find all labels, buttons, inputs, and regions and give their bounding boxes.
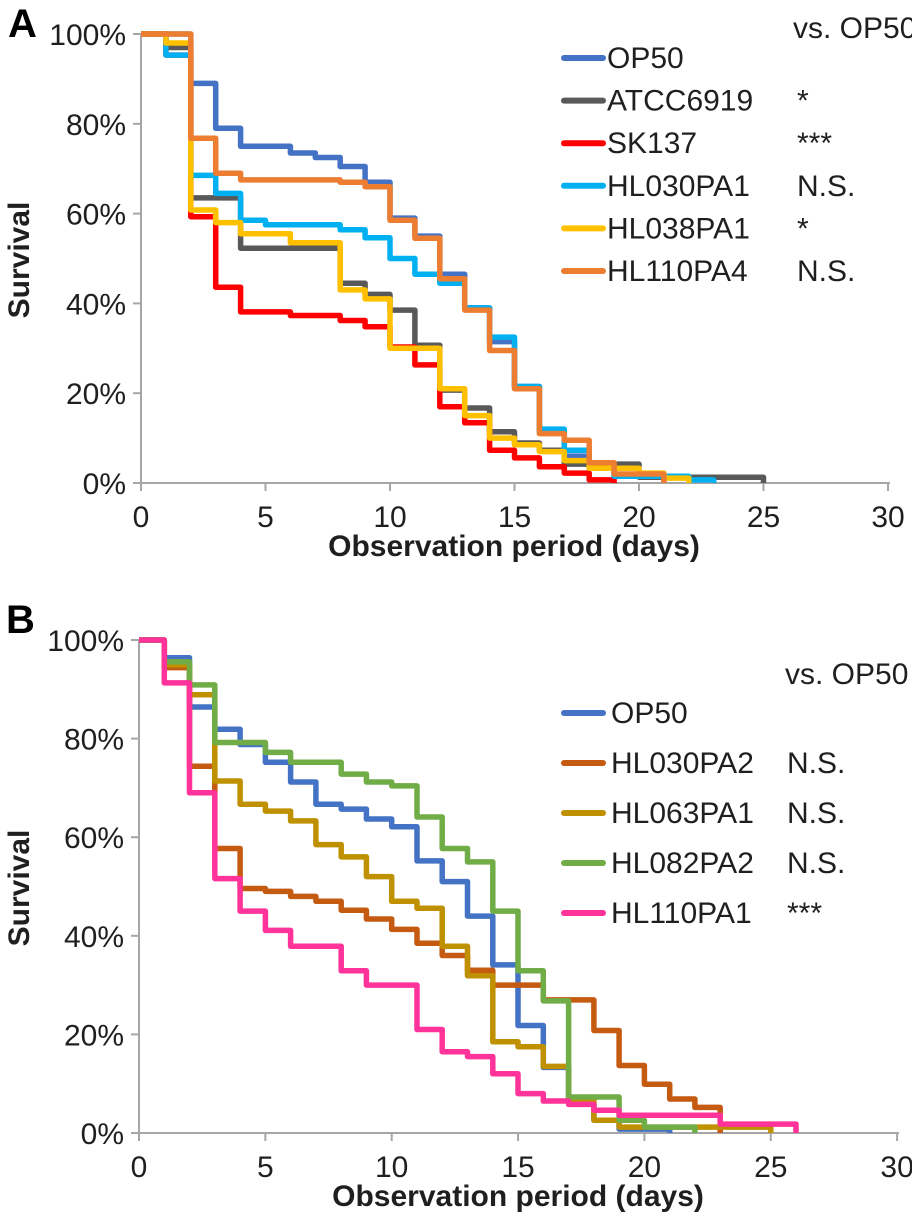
- significance-label: *: [797, 212, 809, 245]
- y-tick-label: 100%: [47, 625, 124, 658]
- survival-curve-hl110pa1: [139, 637, 799, 1133]
- legend-label: OP50: [611, 697, 688, 730]
- x-tick-label: 30: [880, 1151, 912, 1184]
- x-tick-label: 0: [133, 501, 150, 534]
- x-tick-label: 20: [622, 501, 655, 534]
- survival-curve-sk137: [141, 31, 617, 483]
- x-tick-label: 25: [754, 1151, 787, 1184]
- legend-label: HL082PA2: [611, 847, 754, 880]
- x-tick-label: 10: [375, 1151, 408, 1184]
- significance-label: N.S.: [787, 847, 845, 880]
- panel-b-letter: B: [6, 598, 35, 642]
- significance-label: N.S.: [797, 170, 855, 203]
- legend-label: HL038PA1: [607, 212, 750, 245]
- panel-a-y-axis-title: Survival: [3, 201, 36, 319]
- y-tick-label: 40%: [66, 288, 126, 321]
- y-tick-label: 40%: [64, 921, 124, 954]
- y-tick-label: 0%: [83, 468, 126, 501]
- legend-label: ATCC6919: [607, 85, 753, 118]
- panel-a-legend-header: vs. OP50: [793, 12, 912, 45]
- panel-a-survival-chart: 100% 80% 60% 40% 20% 0%0 5 10 15 20 25 30 OP50 ATCC69…: [49, 19, 904, 534]
- y-tick-label: 80%: [66, 109, 126, 142]
- significance-label: ***: [797, 127, 832, 160]
- legend-label: HL110PA1: [611, 897, 752, 930]
- y-tick-label: 60%: [66, 199, 126, 232]
- y-tick-label: 20%: [66, 378, 126, 411]
- significance-label: *: [797, 85, 809, 118]
- x-tick-label: 30: [871, 501, 904, 534]
- y-tick-label: 100%: [49, 19, 126, 52]
- survival-curve-hl082pa2: [139, 637, 698, 1133]
- legend-label: OP50: [607, 42, 684, 75]
- x-tick-label: 25: [747, 501, 780, 534]
- x-tick-label: 15: [498, 501, 531, 534]
- significance-label: N.S.: [797, 255, 855, 288]
- x-tick-label: 15: [501, 1151, 534, 1184]
- y-tick-label: 0%: [81, 1118, 124, 1151]
- y-tick-label: 80%: [64, 724, 124, 757]
- significance-label: ***: [787, 897, 822, 930]
- panel-a-x-axis-title: Observation period (days): [328, 530, 700, 563]
- legend-label: HL030PA1: [607, 170, 750, 203]
- survival-curve-hl110pa4: [141, 31, 667, 483]
- y-tick-label: 60%: [64, 822, 124, 855]
- legend-label: HL063PA1: [611, 797, 754, 830]
- legend-label: SK137: [607, 127, 697, 160]
- significance-label: N.S.: [787, 797, 845, 830]
- legend-label: HL030PA2: [611, 747, 754, 780]
- panel-a-letter: A: [8, 2, 37, 46]
- panel-b-y-axis-title: Survival: [3, 829, 36, 947]
- x-tick-label: 0: [131, 1151, 148, 1184]
- x-tick-label: 5: [257, 501, 274, 534]
- panel-b-survival-chart: 100% 80% 60% 40% 20% 0%0 5 10 15 20 25 30 OP50 HL030P…: [47, 625, 912, 1184]
- panel-b-legend-header: vs. OP50: [785, 658, 909, 691]
- y-tick-label: 20%: [64, 1019, 124, 1052]
- x-tick-label: 10: [373, 501, 406, 534]
- x-tick-label: 5: [257, 1151, 274, 1184]
- survival-curve-hl038pa1: [141, 31, 692, 483]
- panel-b-x-axis-title: Observation period (days): [332, 1180, 704, 1213]
- legend-label: HL110PA4: [607, 255, 748, 288]
- survival-curve-hl030pa2: [139, 637, 723, 1133]
- x-tick-label: 20: [628, 1151, 661, 1184]
- significance-label: N.S.: [787, 747, 845, 780]
